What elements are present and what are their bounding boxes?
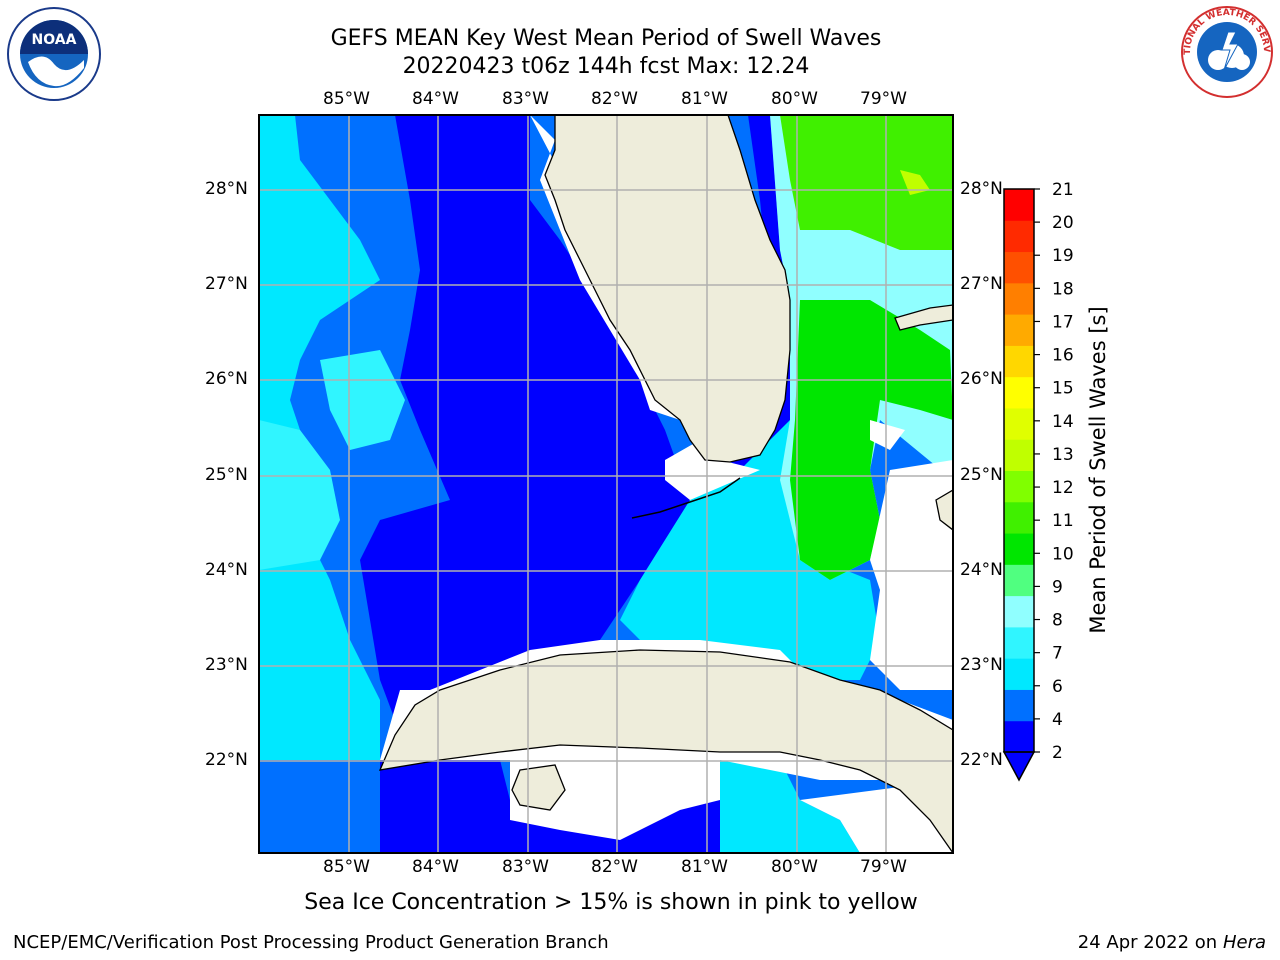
colorbar-swatch xyxy=(1004,626,1034,659)
colorbar-tick-label: 11 xyxy=(1052,511,1074,531)
colorbar-swatch xyxy=(1004,251,1034,284)
colorbar-tick-label: 8 xyxy=(1052,611,1063,631)
colorbar-tick-label: 19 xyxy=(1052,246,1074,266)
colorbar-swatch xyxy=(1004,439,1034,471)
colorbar-frame xyxy=(1003,188,1035,753)
colorbar-tick-label: 2 xyxy=(1052,743,1063,763)
colorbar-tick-label: 10 xyxy=(1052,544,1074,564)
colorbar-swatch xyxy=(1004,470,1034,503)
swell-atlantic-green-north xyxy=(780,115,953,250)
lon-label-bottom: 82°W xyxy=(591,857,638,877)
lon-label-top: 84°W xyxy=(412,89,459,109)
colorbar-tick-label: 20 xyxy=(1052,213,1074,233)
lat-label-left: 22°N xyxy=(205,750,248,770)
swell-west-lightcyan xyxy=(259,420,340,570)
lat-label-right: 22°N xyxy=(960,750,1003,770)
chart-title: GEFS MEAN Key West Mean Period of Swell … xyxy=(330,26,882,51)
colorbar-swatch xyxy=(1004,407,1034,440)
lon-label-bottom: 85°W xyxy=(323,857,370,877)
colorbar-swatch xyxy=(1004,220,1034,253)
colorbar-swatch xyxy=(1004,282,1034,315)
swell-straits-cyan xyxy=(620,420,880,680)
land-bahamas-andros xyxy=(935,489,953,531)
footer-date: 24 Apr 2022 on Hera xyxy=(1078,932,1266,953)
lon-label-top: 83°W xyxy=(502,89,549,109)
colorbar-tick-label: 9 xyxy=(1052,577,1063,597)
noaa-logo: NOAA xyxy=(7,7,101,101)
nodata-bahamas xyxy=(870,420,905,450)
colorbar-tick-label: 15 xyxy=(1052,379,1074,399)
lat-label-right: 25°N xyxy=(960,465,1003,485)
noaa-logo-text: NOAA xyxy=(32,32,77,48)
colorbar-swatch xyxy=(1004,689,1034,722)
lon-label-top: 79°W xyxy=(860,89,907,109)
lon-label-top: 80°W xyxy=(771,89,818,109)
colorbar-swatch xyxy=(1004,533,1034,565)
colorbar-label: Mean Period of Swell Waves [s] xyxy=(1086,306,1110,634)
colorbar-swatch xyxy=(1004,501,1034,534)
nws-logo: NATIONAL WEATHER SERVICE xyxy=(1178,4,1273,98)
colorbar-swatch xyxy=(1004,314,1034,346)
lat-label-right: 26°N xyxy=(960,369,1003,389)
lat-label-left: 27°N xyxy=(205,274,248,294)
colorbar-extend-arrow xyxy=(1002,751,1036,782)
colorbar-tick-label: 16 xyxy=(1052,346,1074,366)
land-cuba xyxy=(378,649,953,853)
colorbar-tick-label: 14 xyxy=(1052,412,1074,432)
lat-label-right: 27°N xyxy=(960,274,1003,294)
lon-label-bottom: 81°W xyxy=(681,857,728,877)
lat-label-right: 23°N xyxy=(960,655,1003,675)
colorbar-tick-label: 21 xyxy=(1052,180,1074,200)
footer-host: Hera xyxy=(1222,932,1266,953)
colorbar-tick-label: 18 xyxy=(1052,279,1074,299)
swell-west-patch xyxy=(320,350,405,450)
swell-yellow-patch xyxy=(900,170,930,195)
land-florida-keys xyxy=(631,477,741,519)
colorbar-tick-label: 12 xyxy=(1052,478,1074,498)
nodata-cuba-south xyxy=(510,760,720,840)
colorbar-swatch xyxy=(1004,720,1034,753)
lat-label-left: 25°N xyxy=(205,465,248,485)
lon-label-bottom: 83°W xyxy=(502,857,549,877)
sea-ice-caption: Sea Ice Concentration > 15% is shown in … xyxy=(304,890,918,915)
colorbar-swatch xyxy=(1004,345,1034,378)
colorbar-tick-label: 7 xyxy=(1052,644,1063,664)
colorbar-tick-label: 13 xyxy=(1052,445,1074,465)
footer-date-text: 24 Apr 2022 on xyxy=(1077,932,1223,953)
land-isla-juventud xyxy=(511,764,566,811)
lon-label-top: 81°W xyxy=(681,89,728,109)
lon-label-bottom: 80°W xyxy=(771,857,818,877)
lon-label-top: 85°W xyxy=(323,89,370,109)
colorbar-swatch xyxy=(1004,658,1034,690)
nodata-east xyxy=(870,460,953,690)
swell-shelf-darkblue xyxy=(360,115,690,720)
colorbar-tick-label: 4 xyxy=(1052,710,1063,730)
colorbar: 2 4 6 7 8 9 10 11 12 13 14 15 16 17 18 19 20 21 xyxy=(1002,180,1074,782)
colorbar-swatch xyxy=(1004,564,1034,597)
lat-label-right: 28°N xyxy=(960,179,1003,199)
land-florida xyxy=(544,115,791,463)
colorbar-tick-label: 17 xyxy=(1052,312,1074,332)
lon-label-bottom: 79°W xyxy=(860,857,907,877)
map-area xyxy=(259,115,953,853)
colorbar-swatch xyxy=(1004,189,1034,221)
colorbar-tick-label: 6 xyxy=(1052,677,1063,697)
footer-credit: NCEP/EMC/Verification Post Processing Pr… xyxy=(13,932,609,953)
lon-label-top: 82°W xyxy=(591,89,638,109)
colorbar-swatch xyxy=(1004,376,1034,409)
swell-south-cyan xyxy=(720,760,860,853)
lon-label-bottom: 84°W xyxy=(412,857,459,877)
lat-label-left: 26°N xyxy=(205,369,248,389)
chart-subtitle: 20220423 t06z 144h fcst Max: 12.24 xyxy=(402,54,810,79)
lat-label-right: 24°N xyxy=(960,560,1003,580)
lat-label-left: 24°N xyxy=(205,560,248,580)
lat-label-left: 28°N xyxy=(205,179,248,199)
land-bahamas-grand xyxy=(894,304,953,331)
gridlines xyxy=(259,115,953,853)
colorbar-swatch xyxy=(1004,595,1034,628)
lat-label-left: 23°N xyxy=(205,655,248,675)
map-frame xyxy=(258,114,954,854)
